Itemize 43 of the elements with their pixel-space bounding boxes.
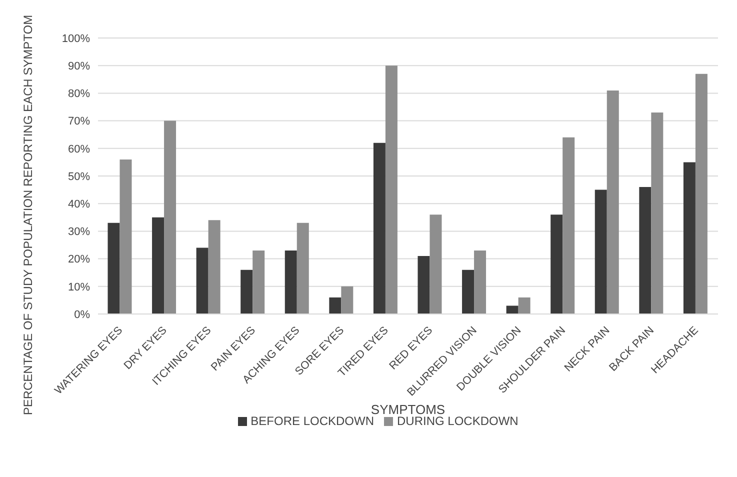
bar — [562, 137, 575, 314]
bar — [474, 250, 486, 314]
bar — [296, 222, 309, 314]
y-tick-label: 30% — [68, 226, 90, 238]
legend-label: BEFORE LOCKDOWN — [250, 414, 374, 428]
bar — [164, 120, 176, 314]
bar — [373, 142, 386, 314]
bar — [518, 297, 530, 314]
bar — [108, 222, 120, 314]
y-tick-label: 20% — [68, 254, 90, 266]
bar — [462, 270, 474, 314]
bar — [594, 190, 607, 314]
bar — [418, 256, 430, 314]
bar — [120, 159, 132, 314]
bar — [550, 214, 563, 314]
bar — [639, 187, 652, 314]
y-tick-label: 80% — [68, 88, 90, 100]
y-tick-label: 10% — [68, 281, 90, 294]
bar — [606, 90, 619, 314]
bar — [152, 217, 164, 314]
bar — [695, 74, 708, 314]
y-tick-label: 50% — [68, 170, 90, 183]
bar — [196, 248, 208, 314]
y-tick-label: 60% — [68, 143, 90, 156]
bar — [341, 286, 354, 314]
bar — [385, 66, 398, 314]
y-tick-label: 100% — [62, 32, 90, 45]
y-tick-label: 70% — [68, 116, 90, 128]
bar — [252, 250, 265, 314]
y-tick-label: 0% — [74, 308, 90, 321]
bar — [506, 306, 518, 314]
bar — [329, 297, 342, 314]
bar — [284, 250, 297, 314]
y-tick-label: 40% — [68, 198, 90, 211]
x-axis-title: SYMPTOMS — [370, 402, 446, 417]
y-axis-title: PERCENTAGE OF STUDY POPULATION REPORTING EACH SYMPTOM — [21, 14, 35, 418]
bar — [430, 214, 442, 314]
y-tick-label: 90% — [68, 60, 90, 73]
bar — [683, 162, 696, 314]
bar — [240, 270, 253, 314]
bar — [208, 220, 220, 314]
legend-label: DURING LOCKDOWN — [397, 414, 518, 428]
bar — [651, 112, 664, 314]
